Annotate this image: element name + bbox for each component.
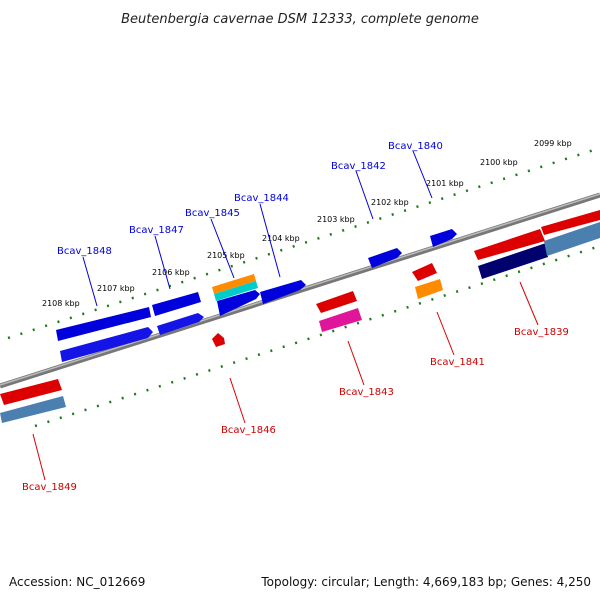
gene-label-bcav-1847[interactable]: Bcav_1847 [129,225,184,236]
gene-feature-orange-1845[interactable] [212,274,256,294]
gene-feature-bcav-1847[interactable] [152,292,201,316]
leader-line-bcav-1845 [210,218,235,279]
scale-dashes-lower [34,244,600,428]
leader-line-bcav-1846 [229,377,246,424]
genome-title: Beutenbergia cavernae DSM 12333, complet… [121,12,479,27]
genome-track: 2108 kbp 2107 kbp 2106 kbp 2105 kbp 2104… [0,139,600,428]
gene-feature-bcav-1849-b[interactable] [0,396,66,423]
genome-summary-text: Topology: circular; Length: 4,669,183 bp… [260,575,591,589]
accession-text: Accession: NC_012669 [9,575,145,589]
gene-label-bcav-1849[interactable]: Bcav_1849 [22,482,77,493]
leader-line-bcav-1844 [259,203,281,278]
gene-feature-bcav-1839-b[interactable] [541,210,600,235]
gene-feature-bcav-1847-b[interactable] [157,313,204,335]
gene-feature-bcav-1849[interactable] [0,379,62,405]
tick-label-2103: 2103 kbp [317,215,355,224]
gene-feature-orange-1841[interactable] [415,279,443,299]
gene-label-bcav-1841[interactable]: Bcav_1841 [430,357,485,368]
gene-feature-bcav-1848-b[interactable] [60,327,153,362]
gene-feature-bcav-1845[interactable] [217,290,260,316]
bottom-gene-labels: Bcav_1849 Bcav_1846 Bcav_1843 Bcav_1841 … [22,327,569,493]
tick-label-2104: 2104 kbp [262,234,300,243]
gene-feature-bcav-1844[interactable] [260,280,306,304]
tick-label-2099: 2099 kbp [534,139,572,148]
tick-label-2101: 2101 kbp [426,179,464,188]
leader-line-bcav-1842 [355,170,374,220]
gene-feature-bcav-1843[interactable] [316,291,357,313]
gene-feature-bcav-1839[interactable] [474,229,545,260]
leader-line-bcav-1847 [154,235,171,290]
gene-label-bcav-1842[interactable]: Bcav_1842 [331,161,386,172]
top-gene-labels: Bcav_1848 Bcav_1847 Bcav_1845 Bcav_1844 … [57,141,443,257]
tick-label-2108: 2108 kbp [42,299,80,308]
leader-line-bcav-1848 [82,256,98,307]
top-label-leaders [82,150,433,307]
scale-ticks: 2108 kbp 2107 kbp 2106 kbp 2105 kbp 2104… [42,139,572,308]
gene-feature-cyan-1845[interactable] [214,281,258,301]
bottom-label-leaders [32,281,539,481]
gene-feature-bcav-1846[interactable] [212,333,225,347]
gene-label-bcav-1844[interactable]: Bcav_1844 [234,193,289,204]
gene-feature-bcav-1839-navy[interactable] [478,243,548,279]
gene-label-bcav-1840[interactable]: Bcav_1840 [388,141,443,152]
tick-label-2105: 2105 kbp [207,251,245,260]
gene-label-bcav-1845[interactable]: Bcav_1845 [185,208,240,219]
gene-label-bcav-1843[interactable]: Bcav_1843 [339,387,394,398]
gene-feature-bcav-1839-steel[interactable] [544,222,600,256]
gene-feature-bcav-1843-pink[interactable] [319,308,362,332]
leader-line-bcav-1843 [347,340,365,386]
gene-feature-bcav-1841[interactable] [412,263,437,281]
leader-line-bcav-1839 [519,281,539,326]
genome-backbone [0,192,600,389]
gene-label-bcav-1839[interactable]: Bcav_1839 [514,327,569,338]
gene-label-bcav-1848[interactable]: Bcav_1848 [57,246,112,257]
tick-label-2100: 2100 kbp [480,158,518,167]
tick-label-2107: 2107 kbp [97,284,135,293]
leader-line-bcav-1841 [436,311,455,356]
gene-feature-bcav-1848[interactable] [56,307,151,341]
leader-line-bcav-1849 [32,433,46,481]
gene-label-bcav-1846[interactable]: Bcav_1846 [221,425,276,436]
tick-label-2102: 2102 kbp [371,198,409,207]
tick-label-2106: 2106 kbp [152,268,190,277]
gene-feature-bcav-1840[interactable] [430,229,457,247]
leader-line-bcav-1840 [412,150,433,199]
gene-feature-bcav-1842[interactable] [368,248,402,268]
